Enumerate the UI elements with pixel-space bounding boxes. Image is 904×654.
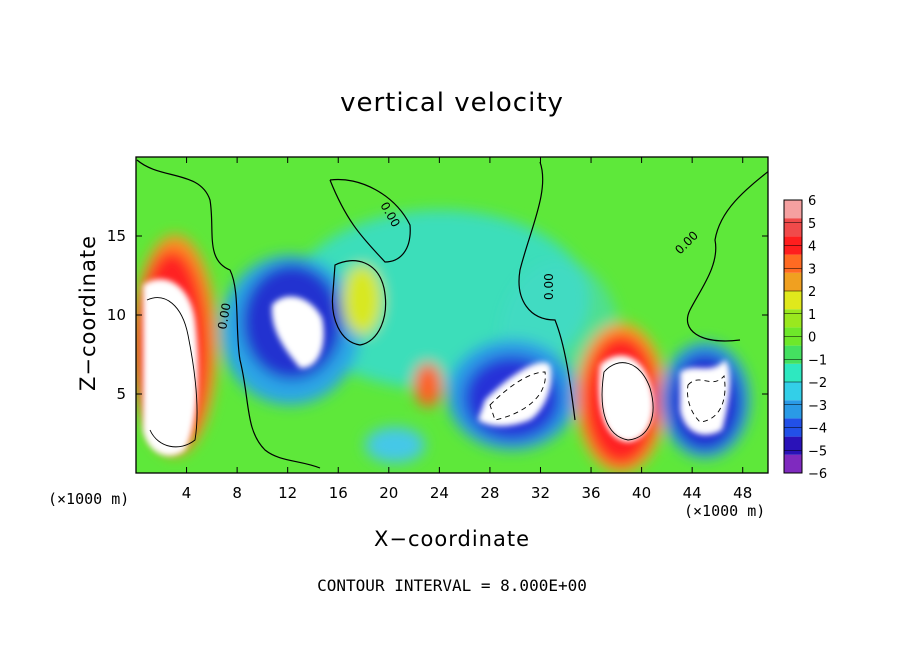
colorbar: 6 5 4 3 2 1 0 −1 −2 −3 −4 −5 −6 [783, 194, 827, 482]
colorbar-tick-label: −6 [808, 467, 827, 482]
colorbar-tick-label: 3 [808, 262, 816, 277]
contour-zero-left [136, 159, 321, 469]
contour-zero-right-upper [518, 161, 576, 421]
contour-zero-18 [331, 260, 387, 346]
x-tick-label: 20 [379, 484, 398, 502]
colorbar-tick-label: 2 [808, 285, 816, 300]
x-tick-label: 36 [581, 484, 600, 502]
colorbar-swatch [784, 454, 802, 473]
field-updraft-left-core [143, 279, 198, 456]
contour-zero-right [686, 170, 768, 342]
colorbar-swatch [784, 436, 802, 455]
contour-dashed-30 [489, 371, 546, 421]
x-tick-label: 28 [480, 484, 499, 502]
y-axis-label: Z−coordinate [76, 235, 100, 391]
contour-zero-top-mid [329, 178, 411, 263]
x-unit-label-left: (×1000 m) [48, 490, 130, 508]
x-tick-label: 8 [232, 484, 242, 502]
colorbar-tick-label: 0 [808, 331, 816, 346]
colorbar-tick-label: −1 [808, 353, 827, 368]
field-updraft-23 [414, 363, 442, 407]
x-tick-label: 44 [683, 484, 702, 502]
y-axis: 5 10 15 [107, 227, 768, 403]
contour-core-left [146, 297, 198, 448]
colorbar-swatch [784, 291, 802, 310]
colorbar-tick-label: 6 [808, 194, 816, 209]
colorbar-swatch [784, 400, 802, 419]
colorbar-swatch [784, 309, 802, 328]
contour-interval-text: CONTOUR INTERVAL = 8.000E+00 [317, 576, 587, 595]
field-downdraft-45-core [680, 360, 731, 435]
x-unit-label-right: (×1000 m) [684, 502, 766, 520]
x-axis-label: X−coordinate [374, 527, 530, 551]
field-updraft-38-core [598, 355, 654, 442]
colorbar-tick-label: −4 [808, 422, 827, 437]
y-tick-label: 5 [116, 385, 126, 403]
x-tick-label: 4 [182, 484, 192, 502]
colorbar-swatch [784, 200, 802, 219]
x-tick-label: 24 [430, 484, 449, 502]
colorbar-swatch [784, 382, 802, 401]
colorbar-tick-label: −2 [808, 376, 827, 391]
x-axis: 4 8 12 16 20 24 28 32 36 40 44 48 [182, 157, 752, 502]
contour-core-38 [601, 362, 654, 441]
heatmap-field [136, 157, 768, 473]
x-tick-label: 48 [733, 484, 752, 502]
x-tick-label: 40 [632, 484, 651, 502]
colorbar-tick-label: −5 [808, 444, 827, 459]
colorbar-tick-label: 1 [808, 308, 816, 323]
contour-label: 0.00 [542, 273, 556, 300]
chart-title: vertical velocity [340, 88, 564, 118]
y-tick-label: 15 [107, 227, 126, 245]
contour-dashed-45 [687, 374, 726, 423]
colorbar-swatch [784, 272, 802, 291]
field-downdraft-12-core [271, 296, 324, 369]
colorbar-swatch [784, 218, 802, 237]
colorbar-swatch [784, 345, 802, 364]
colorbar-swatch [784, 254, 802, 273]
x-tick-label: 12 [278, 484, 297, 502]
field-downdraft-30-core [478, 362, 552, 426]
field-updraft-18 [342, 265, 382, 335]
x-tick-label: 16 [329, 484, 348, 502]
colorbar-tick-label: 4 [808, 240, 816, 255]
contour-label: 0.00 [215, 302, 233, 331]
x-tick-label: 32 [531, 484, 550, 502]
colorbar-tick-label: −3 [808, 399, 827, 414]
y-tick-label: 10 [107, 306, 126, 324]
field-low-cyan [365, 427, 425, 463]
colorbar-swatch [784, 363, 802, 382]
colorbar-tick-label: 5 [808, 217, 816, 232]
